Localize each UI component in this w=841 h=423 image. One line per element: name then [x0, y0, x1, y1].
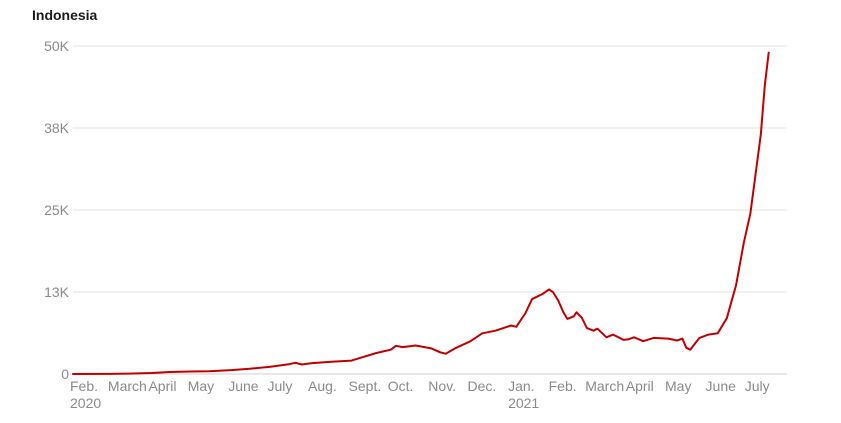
x-tick-year-label: 2020: [70, 395, 101, 411]
x-tick-label: July: [267, 378, 292, 394]
x-tick-label: Nov.: [428, 378, 456, 394]
x-tick-label: May: [665, 378, 691, 394]
y-tick-label: 25K: [44, 202, 70, 218]
y-tick-label: 0: [61, 366, 69, 382]
x-tick-label: June: [228, 378, 259, 394]
x-tick-label: April: [626, 378, 654, 394]
series-line: [72, 51, 770, 375]
x-tick-label: May: [188, 378, 214, 394]
y-tick-label: 38K: [44, 120, 70, 136]
x-tick-label: July: [745, 378, 770, 394]
y-tick-label: 50K: [44, 38, 70, 54]
y-tick-label: 13K: [44, 284, 70, 300]
x-tick-year-label: 2021: [508, 395, 539, 411]
x-tick-label: March: [585, 378, 624, 394]
x-tick-label: Oct.: [388, 378, 414, 394]
x-tick-label: Aug.: [308, 378, 337, 394]
y-axis-ticks: 0 13K 25K 38K 50K: [44, 38, 70, 382]
x-tick-label: June: [706, 378, 737, 394]
x-tick-label: Feb.: [70, 378, 98, 394]
x-tick-label: Jan.: [508, 378, 534, 394]
x-tick-label: April: [148, 378, 176, 394]
x-tick-label: March: [108, 378, 147, 394]
series-layer: [72, 51, 770, 375]
x-tick-label: Sept.: [349, 378, 382, 394]
chart-title: Indonesia: [32, 7, 98, 23]
x-tick-label: Dec.: [468, 378, 497, 394]
gridlines: [73, 45, 787, 375]
x-tick-label: Feb.: [549, 378, 577, 394]
